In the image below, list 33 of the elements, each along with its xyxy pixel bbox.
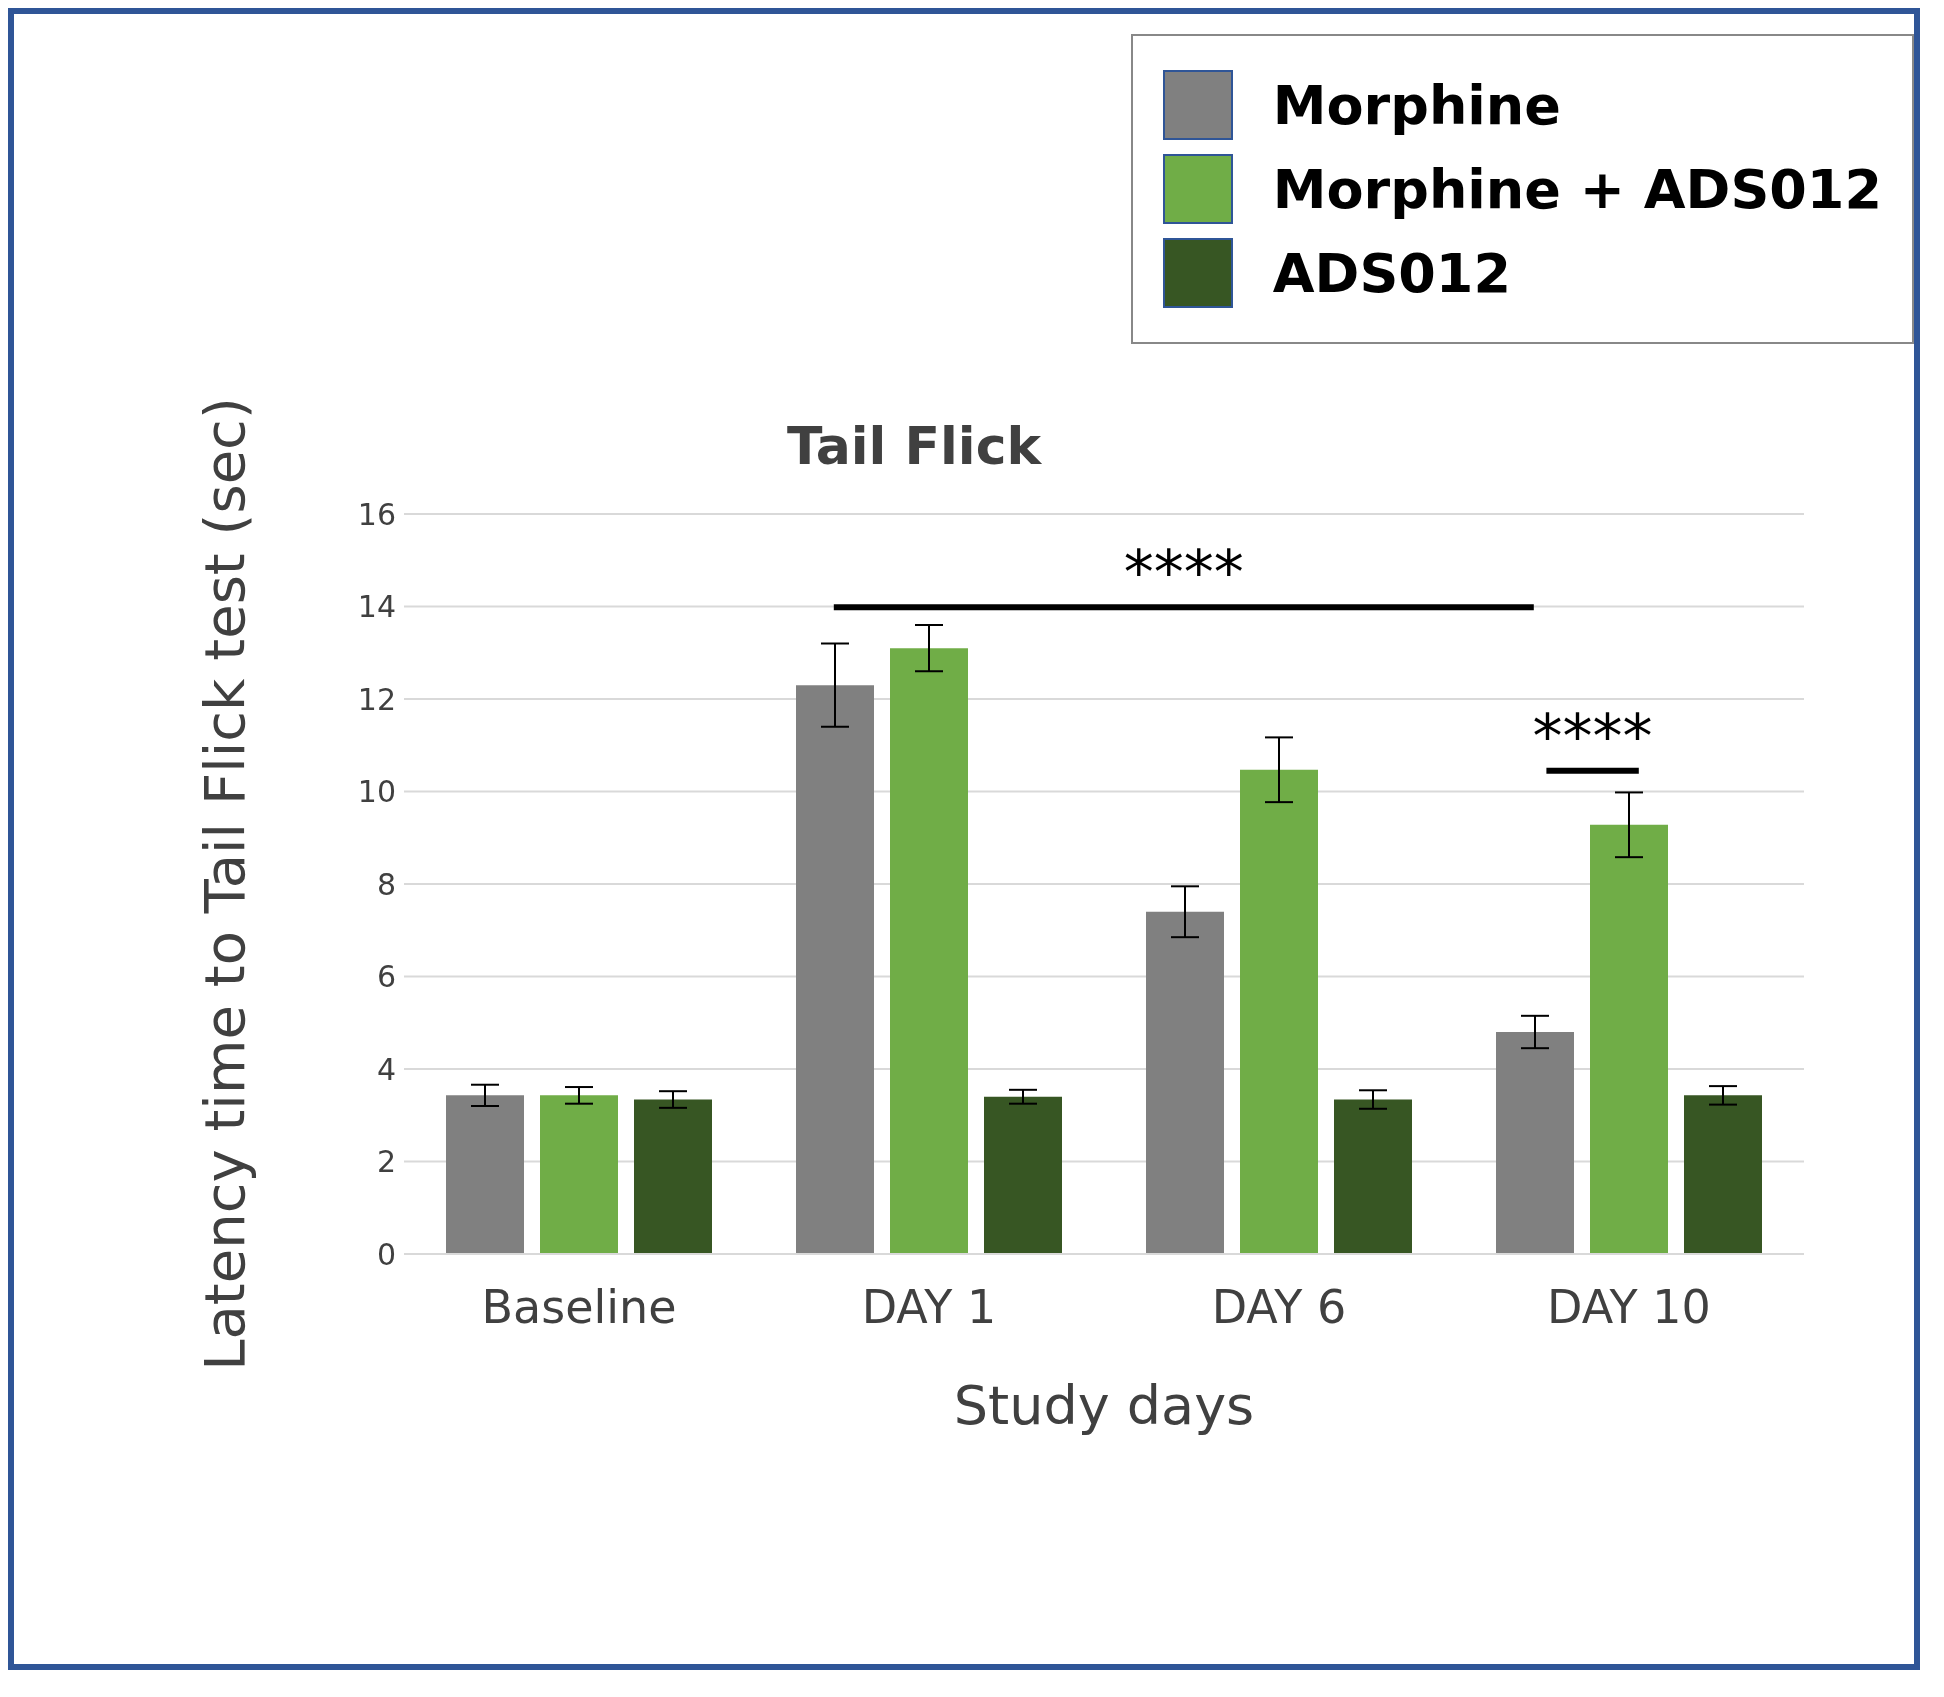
- y-tick-label: 10: [357, 774, 396, 810]
- bar: [1590, 824, 1668, 1254]
- y-tick-label: 0: [376, 1236, 396, 1272]
- bar: [984, 1096, 1062, 1254]
- y-tick-label: 6: [376, 959, 396, 995]
- legend-label: Morphine: [1272, 73, 1561, 137]
- y-tick-label: 2: [376, 1144, 396, 1180]
- y-tick-label: 16: [357, 496, 396, 532]
- y-tick-label: 4: [376, 1051, 396, 1087]
- annotation: ****: [1532, 700, 1653, 771]
- annotation: ****: [1123, 537, 1244, 608]
- bar: [446, 1095, 524, 1254]
- bar: [890, 648, 968, 1254]
- bar: [1684, 1095, 1762, 1254]
- y-tick-label: 14: [357, 589, 396, 625]
- y-tick-label: 12: [357, 681, 396, 717]
- bar: [796, 685, 874, 1254]
- x-tick-label: DAY 10: [1547, 1279, 1711, 1334]
- x-axis-title: Study days: [953, 1374, 1255, 1437]
- y-axis-title: Latency time to Tail Flick test (sec): [191, 397, 257, 1371]
- y-tick-label: 8: [376, 866, 396, 902]
- chart-title: Tail Flick: [786, 416, 1043, 476]
- x-tick-label: Baseline: [481, 1279, 677, 1334]
- x-tick-label: DAY 1: [861, 1279, 997, 1334]
- bar: [1240, 769, 1318, 1254]
- bar: [634, 1099, 712, 1254]
- bar: [1146, 911, 1224, 1254]
- x-tick-label: DAY 6: [1211, 1279, 1347, 1334]
- bar: [1334, 1099, 1412, 1254]
- bar: [540, 1095, 618, 1254]
- bar: [1496, 1032, 1574, 1254]
- legend-label: Morphine + ADS012: [1272, 157, 1882, 221]
- legend-label: ADS012: [1272, 241, 1512, 305]
